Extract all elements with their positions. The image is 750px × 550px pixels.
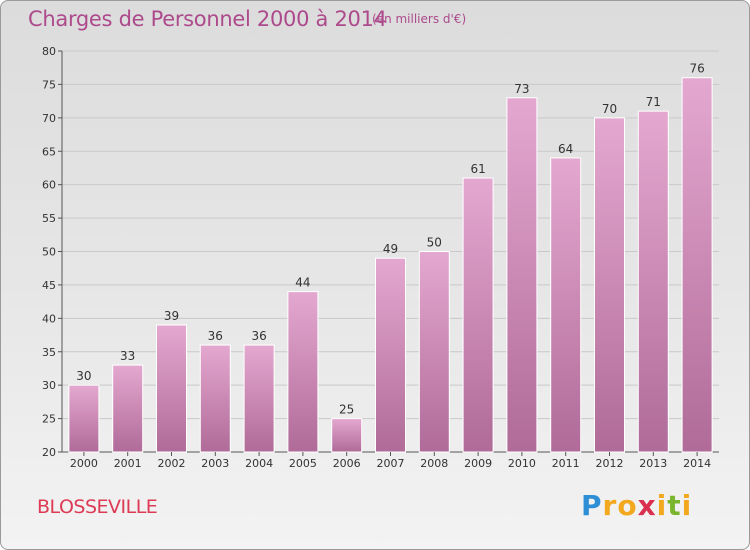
chart-subtitle: (en milliers d'€) <box>372 12 467 26</box>
bar-2003 <box>199 344 231 453</box>
bar-2005 <box>287 291 319 453</box>
y-tick-label: 25 <box>42 413 56 426</box>
logo-letter: x <box>637 489 657 522</box>
x-tick-label: 2006 <box>333 457 361 470</box>
bar-2000 <box>68 384 100 453</box>
y-tick-label: 50 <box>42 246 56 259</box>
bar-2006 <box>331 418 363 453</box>
x-tick-label: 2010 <box>508 457 536 470</box>
bar-value-label: 33 <box>120 349 135 363</box>
x-tick-label: 2014 <box>683 457 711 470</box>
logo-letter: i <box>656 489 668 522</box>
bar-2011 <box>550 157 582 453</box>
y-tick-label: 40 <box>42 312 56 325</box>
bar-value-label: 70 <box>602 102 617 116</box>
logo-letter: t <box>667 489 682 522</box>
bar-value-label: 44 <box>295 276 310 290</box>
bar-2013 <box>637 110 669 453</box>
logo-letter: i <box>681 489 693 522</box>
y-tick-label: 20 <box>42 446 56 459</box>
bar-2009 <box>462 177 494 453</box>
bar-value-label: 71 <box>646 95 661 109</box>
bar-value-label: 61 <box>470 162 485 176</box>
bar-2008 <box>418 251 450 453</box>
bar-2014 <box>681 77 713 453</box>
bar-value-label: 39 <box>164 309 179 323</box>
bar-2010 <box>506 97 538 453</box>
bar-value-label: 64 <box>558 142 573 156</box>
y-tick-label: 70 <box>42 112 56 125</box>
y-tick-label: 60 <box>42 179 56 192</box>
y-tick-label: 30 <box>42 379 56 392</box>
bar-value-label: 30 <box>76 369 91 383</box>
y-tick-label: 65 <box>42 145 56 158</box>
bar-2012 <box>594 117 625 453</box>
commune-name: BLOSSEVILLE <box>37 496 158 518</box>
bar-value-label: 73 <box>514 82 529 96</box>
x-tick-label: 2012 <box>596 457 624 470</box>
bar-value-label: 76 <box>689 62 704 76</box>
x-tick-label: 2011 <box>552 457 580 470</box>
x-tick-label: 2002 <box>158 457 186 470</box>
x-tick-label: 2009 <box>464 457 492 470</box>
proxiti-logo: Proxiti <box>581 489 692 522</box>
y-tick-label: 55 <box>42 212 56 225</box>
bar-2002 <box>156 324 187 453</box>
x-tick-label: 2004 <box>245 457 273 470</box>
y-tick-label: 80 <box>42 45 56 58</box>
y-tick-label: 45 <box>42 279 56 292</box>
x-tick-label: 2005 <box>289 457 317 470</box>
logo-letter: P <box>581 489 603 522</box>
x-tick-label: 2007 <box>377 457 405 470</box>
bar-value-label: 25 <box>339 403 354 417</box>
x-tick-label: 2003 <box>201 457 229 470</box>
bar-value-label: 36 <box>251 329 266 343</box>
x-tick-label: 2001 <box>114 457 142 470</box>
chart-title: Charges de Personnel 2000 à 2014 <box>28 7 387 31</box>
bar-value-label: 50 <box>427 236 442 250</box>
x-tick-label: 2008 <box>420 457 448 470</box>
y-tick-label: 35 <box>42 346 56 359</box>
bar-2004 <box>243 344 275 453</box>
x-tick-label: 2000 <box>70 457 98 470</box>
logo-letter: r <box>602 489 618 522</box>
y-tick-label: 75 <box>42 78 56 91</box>
bar-2007 <box>375 257 406 453</box>
x-tick-label: 2013 <box>639 457 667 470</box>
bar-2001 <box>112 364 144 453</box>
bar-value-label: 49 <box>383 242 398 256</box>
bar-value-label: 36 <box>208 329 223 343</box>
logo-letter: o <box>617 489 638 522</box>
